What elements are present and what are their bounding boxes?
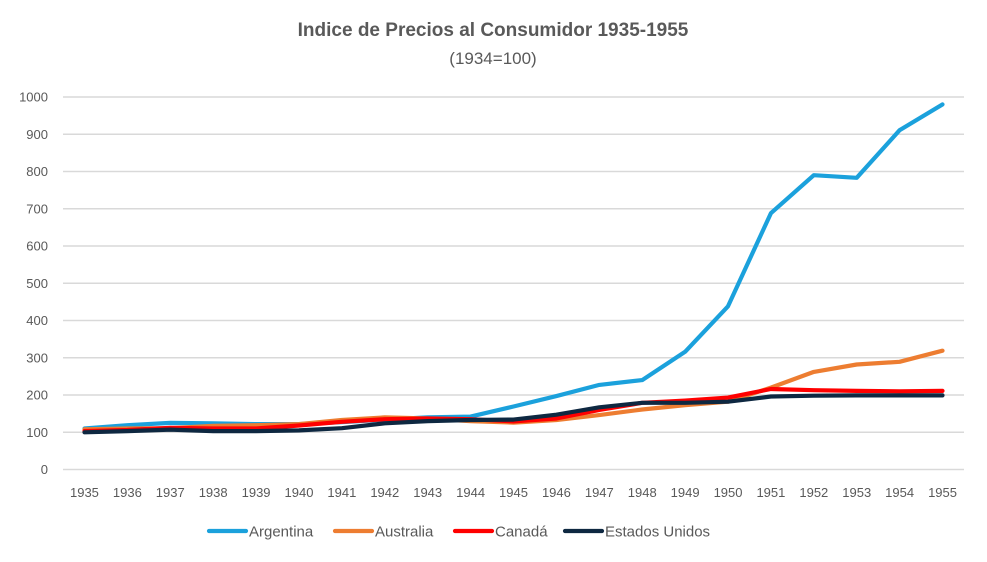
x-tick-label: 1946 [542, 485, 571, 500]
x-tick-label: 1952 [799, 485, 828, 500]
x-tick-label: 1939 [242, 485, 271, 500]
x-tick-label: 1955 [928, 485, 957, 500]
chart-title: Indice de Precios al Consumidor 1935-195… [298, 20, 689, 41]
gridlines [63, 96, 964, 471]
x-tick-label: 1948 [628, 485, 657, 500]
legend-item: Argentina [206, 524, 314, 541]
legend: Argentina Australia Canadá Estados Unidos [206, 524, 710, 541]
x-tick-label: 1945 [499, 485, 528, 500]
y-tick-label: 700 [26, 201, 48, 216]
y-tick-label: 400 [26, 313, 48, 328]
legend-label: Estados Unidos [605, 524, 710, 541]
x-tick-label: 1938 [199, 485, 228, 500]
x-tick-label: 1951 [756, 485, 785, 500]
y-tick-label: 600 [26, 239, 48, 254]
legend-item: Australia [332, 524, 434, 541]
x-tick-label: 1941 [327, 485, 356, 500]
chart-subtitle: (1934=100) [449, 49, 536, 68]
y-tick-label: 100 [26, 425, 48, 440]
y-axis-ticks: 0 100 200 300 400 500 600 700 800 900 1000 [19, 90, 48, 478]
x-axis-ticks: 1935 1936 1937 1938 1939 1940 1941 1942 1943 1944… [70, 485, 957, 500]
legend-item: Estados Unidos [562, 524, 710, 541]
legend-label: Argentina [249, 524, 314, 541]
series-argentina [82, 102, 945, 431]
x-tick-label: 1937 [156, 485, 185, 500]
y-tick-label: 0 [41, 462, 48, 477]
x-tick-label: 1947 [585, 485, 614, 500]
x-tick-label: 1949 [671, 485, 700, 500]
x-tick-label: 1942 [370, 485, 399, 500]
y-tick-label: 1000 [19, 90, 48, 105]
legend-label: Australia [375, 524, 434, 541]
x-tick-label: 1944 [456, 485, 485, 500]
legend-label: Canadá [495, 524, 548, 541]
series-line [82, 102, 945, 431]
x-tick-label: 1943 [413, 485, 442, 500]
x-tick-label: 1950 [714, 485, 743, 500]
y-tick-label: 900 [26, 127, 48, 142]
y-tick-label: 200 [26, 388, 48, 403]
y-tick-label: 300 [26, 350, 48, 365]
x-tick-label: 1953 [842, 485, 871, 500]
series-line [82, 393, 945, 435]
series-lines [82, 102, 945, 435]
y-tick-label: 800 [26, 164, 48, 179]
y-tick-label: 500 [26, 276, 48, 291]
x-tick-label: 1935 [70, 485, 99, 500]
x-tick-label: 1954 [885, 485, 914, 500]
x-tick-label: 1940 [285, 485, 314, 500]
x-tick-label: 1936 [113, 485, 142, 500]
legend-item: Canadá [452, 524, 548, 541]
series-estados-unidos [82, 393, 945, 435]
